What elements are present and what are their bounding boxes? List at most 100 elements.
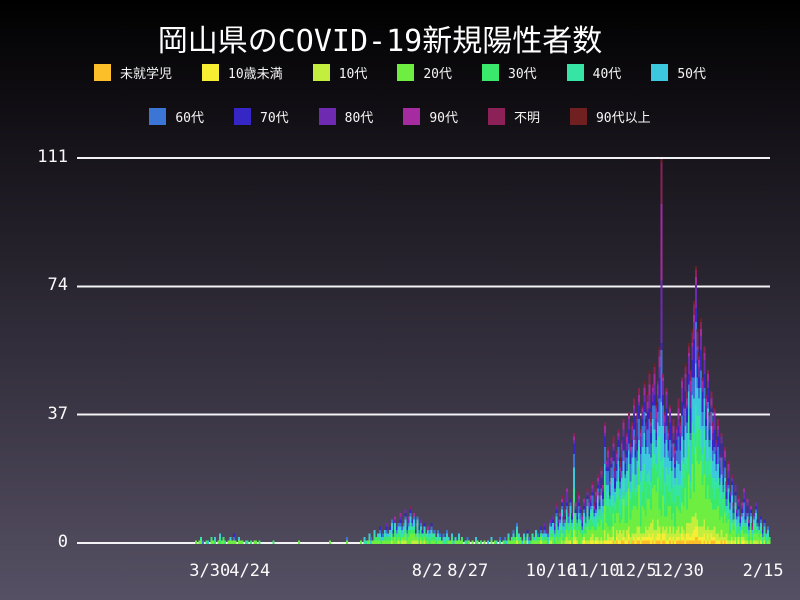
bar-segment xyxy=(514,540,517,544)
bar-segment xyxy=(650,426,653,434)
bar-segment xyxy=(674,450,677,454)
bar-segment xyxy=(569,530,572,541)
bar-segment xyxy=(667,540,670,544)
bar-segment xyxy=(729,495,732,503)
bar-segment xyxy=(557,533,560,538)
bar-segment xyxy=(595,516,598,527)
bar-segment xyxy=(682,530,685,538)
bar-segment xyxy=(614,488,617,492)
bar-segment xyxy=(560,519,563,531)
bar-segment xyxy=(571,523,574,527)
bar-segment xyxy=(629,491,632,499)
bar-segment xyxy=(213,537,216,541)
bar-segment xyxy=(713,415,716,430)
bar-segment xyxy=(717,426,720,430)
bar-segment xyxy=(583,512,586,520)
bar-segment xyxy=(605,498,608,506)
bar-segment xyxy=(602,512,605,524)
bar-segment xyxy=(736,512,739,517)
bar-segment xyxy=(667,505,670,534)
bar-segment xyxy=(413,519,416,527)
bar-segment xyxy=(730,478,733,482)
bar-segment xyxy=(636,485,639,492)
bar-segment xyxy=(614,523,617,541)
bar-segment xyxy=(632,505,635,534)
bar-segment xyxy=(476,540,479,544)
bar-segment xyxy=(605,485,608,499)
bar-segment xyxy=(682,439,685,458)
bar-segment xyxy=(550,537,553,541)
bar-segment xyxy=(658,533,661,541)
bar-segment xyxy=(507,533,510,538)
bar-segment xyxy=(727,485,730,489)
bar-segment xyxy=(512,540,515,544)
bar-segment xyxy=(632,398,635,406)
bar-segment xyxy=(653,464,656,486)
bar-segment xyxy=(653,363,656,368)
bar-segment xyxy=(605,471,608,486)
bar-segment xyxy=(713,478,716,499)
bar-segment xyxy=(650,457,653,482)
bar-segment xyxy=(687,474,690,524)
bar-segment xyxy=(711,439,714,451)
legend-swatch xyxy=(312,64,330,81)
bar-segment xyxy=(651,401,654,406)
bar-segment xyxy=(413,530,416,534)
bar-segment xyxy=(622,537,625,541)
bar-segment xyxy=(394,537,397,544)
bar-segment xyxy=(715,471,718,482)
bar-segment xyxy=(693,304,696,316)
bar-segment xyxy=(397,526,400,531)
bar-segment xyxy=(615,488,618,499)
bar-segment xyxy=(562,533,565,538)
bar-segment xyxy=(241,540,244,544)
bar-segment xyxy=(718,453,721,458)
bar-segment xyxy=(390,540,393,544)
bar-segment xyxy=(557,526,560,531)
bar-segment xyxy=(758,530,761,534)
bar-segment xyxy=(644,419,647,423)
bar-segment xyxy=(574,537,577,541)
bar-segment xyxy=(723,457,726,461)
bar-segment xyxy=(409,505,412,510)
bar-segment xyxy=(675,439,678,451)
bar-segment xyxy=(639,505,642,527)
bar-segment xyxy=(224,540,227,544)
bar-segment xyxy=(703,474,706,520)
legend-swatch xyxy=(566,64,584,81)
bar-segment xyxy=(669,491,672,506)
bar-segment xyxy=(565,512,568,524)
bar-segment xyxy=(586,509,589,517)
bar-segment xyxy=(662,405,665,427)
bar-segment xyxy=(411,519,414,524)
legend-swatch xyxy=(482,64,499,81)
bar-segment xyxy=(438,537,441,541)
bar-segment xyxy=(641,408,644,413)
bar-segment xyxy=(665,426,668,440)
bar-segment xyxy=(586,526,589,541)
bar-segment xyxy=(710,405,713,409)
bar-segment xyxy=(528,540,531,544)
bar-segment xyxy=(406,526,409,531)
bar-segment xyxy=(421,540,424,544)
bar-segment xyxy=(622,498,625,531)
bar-segment xyxy=(660,204,663,281)
bar-segment xyxy=(705,530,708,541)
bar-segment xyxy=(751,540,754,544)
bar-segment xyxy=(730,537,733,541)
bar-segment xyxy=(760,526,763,531)
bar-segment xyxy=(749,509,752,513)
bar-segment xyxy=(644,429,647,440)
bar-segment xyxy=(593,502,596,506)
bar-segment xyxy=(681,436,684,461)
bar-segment xyxy=(720,481,723,499)
bar-segment xyxy=(727,478,730,486)
bar-segment xyxy=(620,519,623,534)
bar-segment xyxy=(667,433,670,437)
bar-segment xyxy=(421,530,424,534)
bar-segment xyxy=(674,533,677,541)
bar-segment xyxy=(644,426,647,430)
bar-segment xyxy=(404,516,407,520)
bar-segment xyxy=(450,537,453,541)
bar-segment xyxy=(564,537,567,541)
